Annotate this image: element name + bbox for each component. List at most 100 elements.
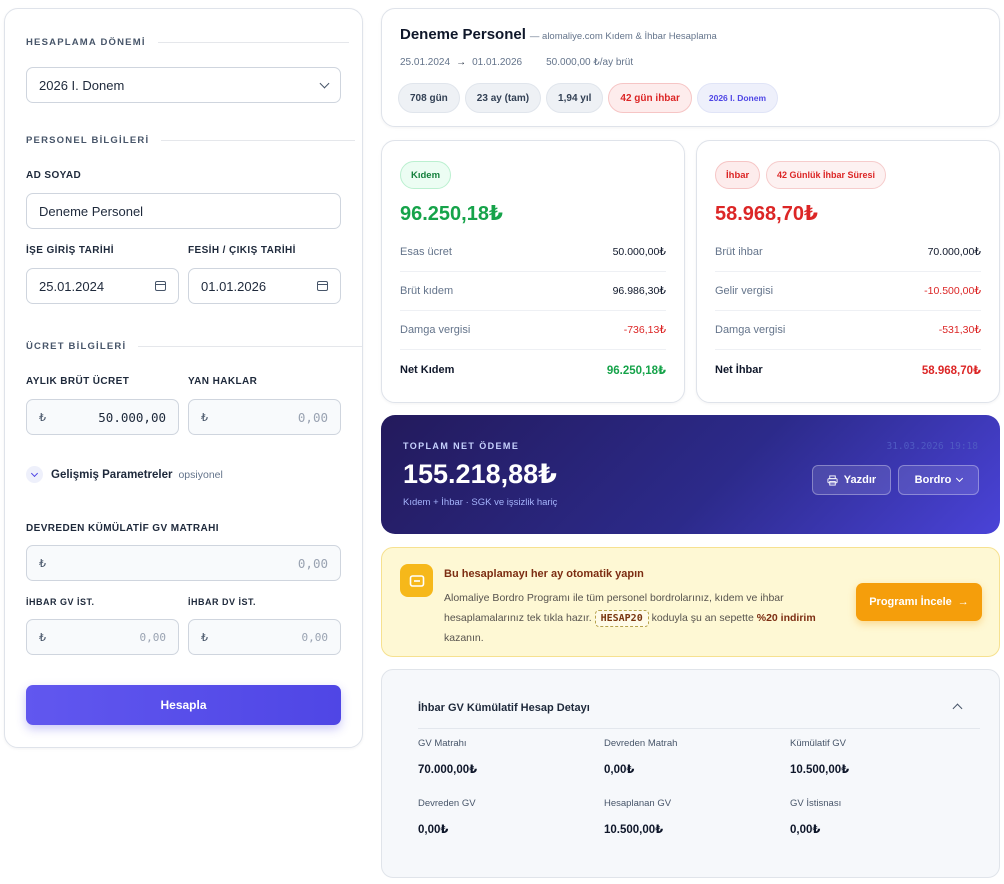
timestamp: 31.03.2026 19:18 <box>886 441 978 452</box>
calculate-button[interactable]: Hesapla <box>26 685 341 725</box>
start-date-value: 25.01.2024 <box>39 278 105 294</box>
wage-section-title: ÜCRET BİLGİLERİ <box>26 341 363 352</box>
meta-start-date: 25.01.2024 <box>400 57 451 68</box>
side-benefits-field[interactable]: ₺ 0,00 <box>188 399 341 435</box>
ihbar-duration-badge: 42 Günlük İhbar Süresi <box>766 161 887 189</box>
advanced-params-toggle[interactable]: Gelişmiş Parametreler opsiyonel <box>26 466 223 483</box>
currency-lira-icon: ₺ <box>201 631 208 644</box>
detail-title[interactable]: İhbar GV Kümülatif Hesap Detayı <box>418 702 590 714</box>
chevron-up-icon[interactable] <box>952 703 963 714</box>
ihbar-result-card: İhbar 42 Günlük İhbar Süresi 58.968,70₺ … <box>696 140 1000 403</box>
ihbar-total: 58.968,70₺ <box>715 203 818 225</box>
ihbar-gv-exemption-field[interactable]: ₺ 0,00 <box>26 619 179 655</box>
kidem-badge: Kıdem <box>400 161 452 189</box>
detail-cell: Devreden GV 0,00₺ <box>418 798 598 836</box>
total-payment-banner: TOPLAM NET ÖDEME 155.218,88₺ Kıdem + İhb… <box>381 415 1000 534</box>
side-benefits-placeholder: 0,00 <box>297 409 328 425</box>
row-value: -531,30₺ <box>938 324 981 336</box>
ihbar-row: Damga vergisi -531,30₺ <box>715 311 981 350</box>
summary-chips: 708 gün 23 ay (tam) 1,94 yıl 42 gün ihba… <box>398 83 779 113</box>
page-title: Deneme Personel — alomaliye.com Kıdem & İ… <box>400 26 717 43</box>
advanced-params-hint: opsiyonel <box>178 468 223 481</box>
row-label: Brüt kıdem <box>400 285 454 297</box>
cumulative-gv-placeholder: 0,00 <box>297 555 328 571</box>
ihbar-row: Brüt ihbar 70.000,00₺ <box>715 233 981 272</box>
ihbar-row: Gelir vergisi -10.500,00₺ <box>715 272 981 311</box>
kidem-result-card: Kıdem 96.250,18₺ Esas ücret 50.000,00₺ Br… <box>381 140 685 403</box>
gross-wage-field[interactable]: ₺ 50.000,00 <box>26 399 179 435</box>
detail-value: 0,00₺ <box>418 824 449 836</box>
start-date-field[interactable]: 25.01.2024 <box>26 268 179 304</box>
detail-label: Devreden Matrah <box>604 738 678 749</box>
ihbar-dv-placeholder: 0,00 <box>301 630 329 644</box>
row-value: 70.000,00₺ <box>927 246 981 258</box>
divider <box>418 728 980 729</box>
row-label: Net İhbar <box>715 363 763 376</box>
row-value: -10.500,00₺ <box>924 285 981 297</box>
detail-label: Devreden GV <box>418 798 476 809</box>
calendar-icon[interactable] <box>317 281 328 291</box>
detail-cell: Kümülatif GV 10.500,00₺ <box>790 738 970 776</box>
promo-text-2: koduyla şu an sepette <box>651 612 754 624</box>
row-value: 96.250,18₺ <box>606 364 666 377</box>
print-button[interactable]: Yazdır <box>812 465 891 495</box>
kidem-net-row: Net Kıdem 96.250,18₺ <box>400 350 666 389</box>
row-value: 50.000,00₺ <box>612 246 666 258</box>
kidem-row: Brüt kıdem 96.986,30₺ <box>400 272 666 311</box>
gross-wage-label: AYLIK BRÜT ÜCRET <box>26 376 130 387</box>
promo-banner: Bu hesaplamayı her ay otomatik yapın Alo… <box>381 547 1000 657</box>
page-subtitle: — alomaliye.com Kıdem & İhbar Hesaplama <box>529 31 717 42</box>
row-label: Damga vergisi <box>400 324 471 336</box>
chip-days: 708 gün <box>398 83 460 113</box>
end-date-label: FESİH / ÇIKIŞ TARİHİ <box>188 245 296 256</box>
ihbar-gv-placeholder: 0,00 <box>139 630 167 644</box>
calculation-form-panel: HESAPLAMA DÖNEMİ 2026 I. Donem PERSONEL … <box>4 8 363 748</box>
end-date-value: 01.01.2026 <box>201 278 267 294</box>
detail-value: 10.500,00₺ <box>604 824 664 836</box>
row-value: 58.968,70₺ <box>921 364 981 377</box>
bordro-dropdown-button[interactable]: Bordro <box>898 465 979 495</box>
ticket-icon <box>400 564 433 597</box>
program-review-button[interactable]: Programı İncele → <box>856 583 982 621</box>
detail-label: Hesaplanan GV <box>604 798 672 809</box>
cumulative-gv-field[interactable]: ₺ 0,00 <box>26 545 341 581</box>
period-select-value: 2026 I. Donem <box>39 77 125 93</box>
promo-discount: %20 indirim <box>756 612 816 624</box>
advanced-params-label: Gelişmiş Parametreler <box>51 468 173 481</box>
row-label: Gelir vergisi <box>715 285 774 297</box>
row-label: Esas ücret <box>400 246 452 258</box>
kidem-row: Esas ücret 50.000,00₺ <box>400 233 666 272</box>
printer-icon <box>827 474 838 486</box>
name-field-value: Deneme Personel <box>39 203 144 219</box>
chip-months: 23 ay (tam) <box>464 83 542 113</box>
detail-value: 0,00₺ <box>790 824 821 836</box>
print-button-label: Yazdır <box>843 474 877 486</box>
summary-header-card: Deneme Personel — alomaliye.com Kıdem & İ… <box>381 8 1000 127</box>
personnel-name: Deneme Personel <box>400 26 526 43</box>
ihbar-net-row: Net İhbar 58.968,70₺ <box>715 350 981 389</box>
row-label: Brüt ihbar <box>715 246 763 258</box>
ihbar-dv-exemption-label: İHBAR DV İST. <box>188 597 257 607</box>
chip-notice-days: 42 gün ihbar <box>608 83 692 113</box>
chevron-down-icon <box>956 474 964 483</box>
side-benefits-label: YAN HAKLAR <box>188 376 258 387</box>
ihbar-dv-exemption-field[interactable]: ₺ 0,00 <box>188 619 341 655</box>
detail-label: GV İstisnası <box>790 798 842 809</box>
name-field[interactable]: Deneme Personel <box>26 193 341 229</box>
row-label: Damga vergisi <box>715 324 786 336</box>
currency-lira-icon: ₺ <box>201 411 208 424</box>
row-label: Net Kıdem <box>400 363 455 376</box>
start-date-label: İŞE GİRİŞ TARİHİ <box>26 245 114 256</box>
period-select[interactable]: 2026 I. Donem <box>26 67 341 103</box>
detail-cell: Devreden Matrah 0,00₺ <box>604 738 784 776</box>
calendar-icon[interactable] <box>155 281 166 291</box>
detail-cell: GV İstisnası 0,00₺ <box>790 798 970 836</box>
cumulative-gv-detail-panel: İhbar GV Kümülatif Hesap Detayı GV Matra… <box>381 669 1000 878</box>
chevron-down-icon <box>26 466 43 483</box>
kidem-total: 96.250,18₺ <box>400 203 503 225</box>
detail-cell: GV Matrahı 70.000,00₺ <box>418 738 598 776</box>
kidem-row: Damga vergisi -736,13₺ <box>400 311 666 350</box>
detail-label: Kümülatif GV <box>790 738 846 749</box>
cumulative-gv-label: DEVREDEN KÜMÜLATİF GV MATRAHI <box>26 523 219 534</box>
end-date-field[interactable]: 01.01.2026 <box>188 268 341 304</box>
